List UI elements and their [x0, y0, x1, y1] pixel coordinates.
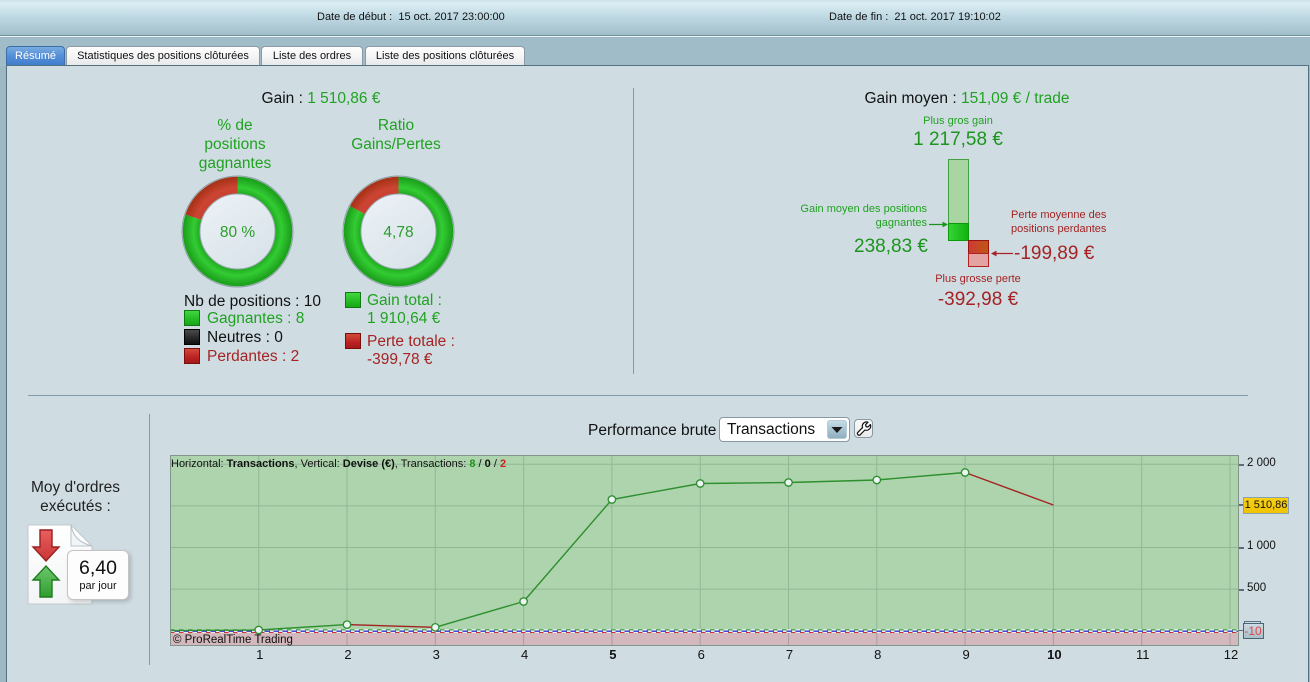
svg-text:4,78: 4,78	[383, 224, 413, 241]
svg-text:© ProRealTime Trading: © ProRealTime Trading	[173, 634, 293, 646]
svg-text:80 %: 80 %	[219, 224, 255, 241]
svg-text:Horizontal: Transactions, Vert: Horizontal: Transactions, Vertical: Devi…	[171, 458, 506, 470]
